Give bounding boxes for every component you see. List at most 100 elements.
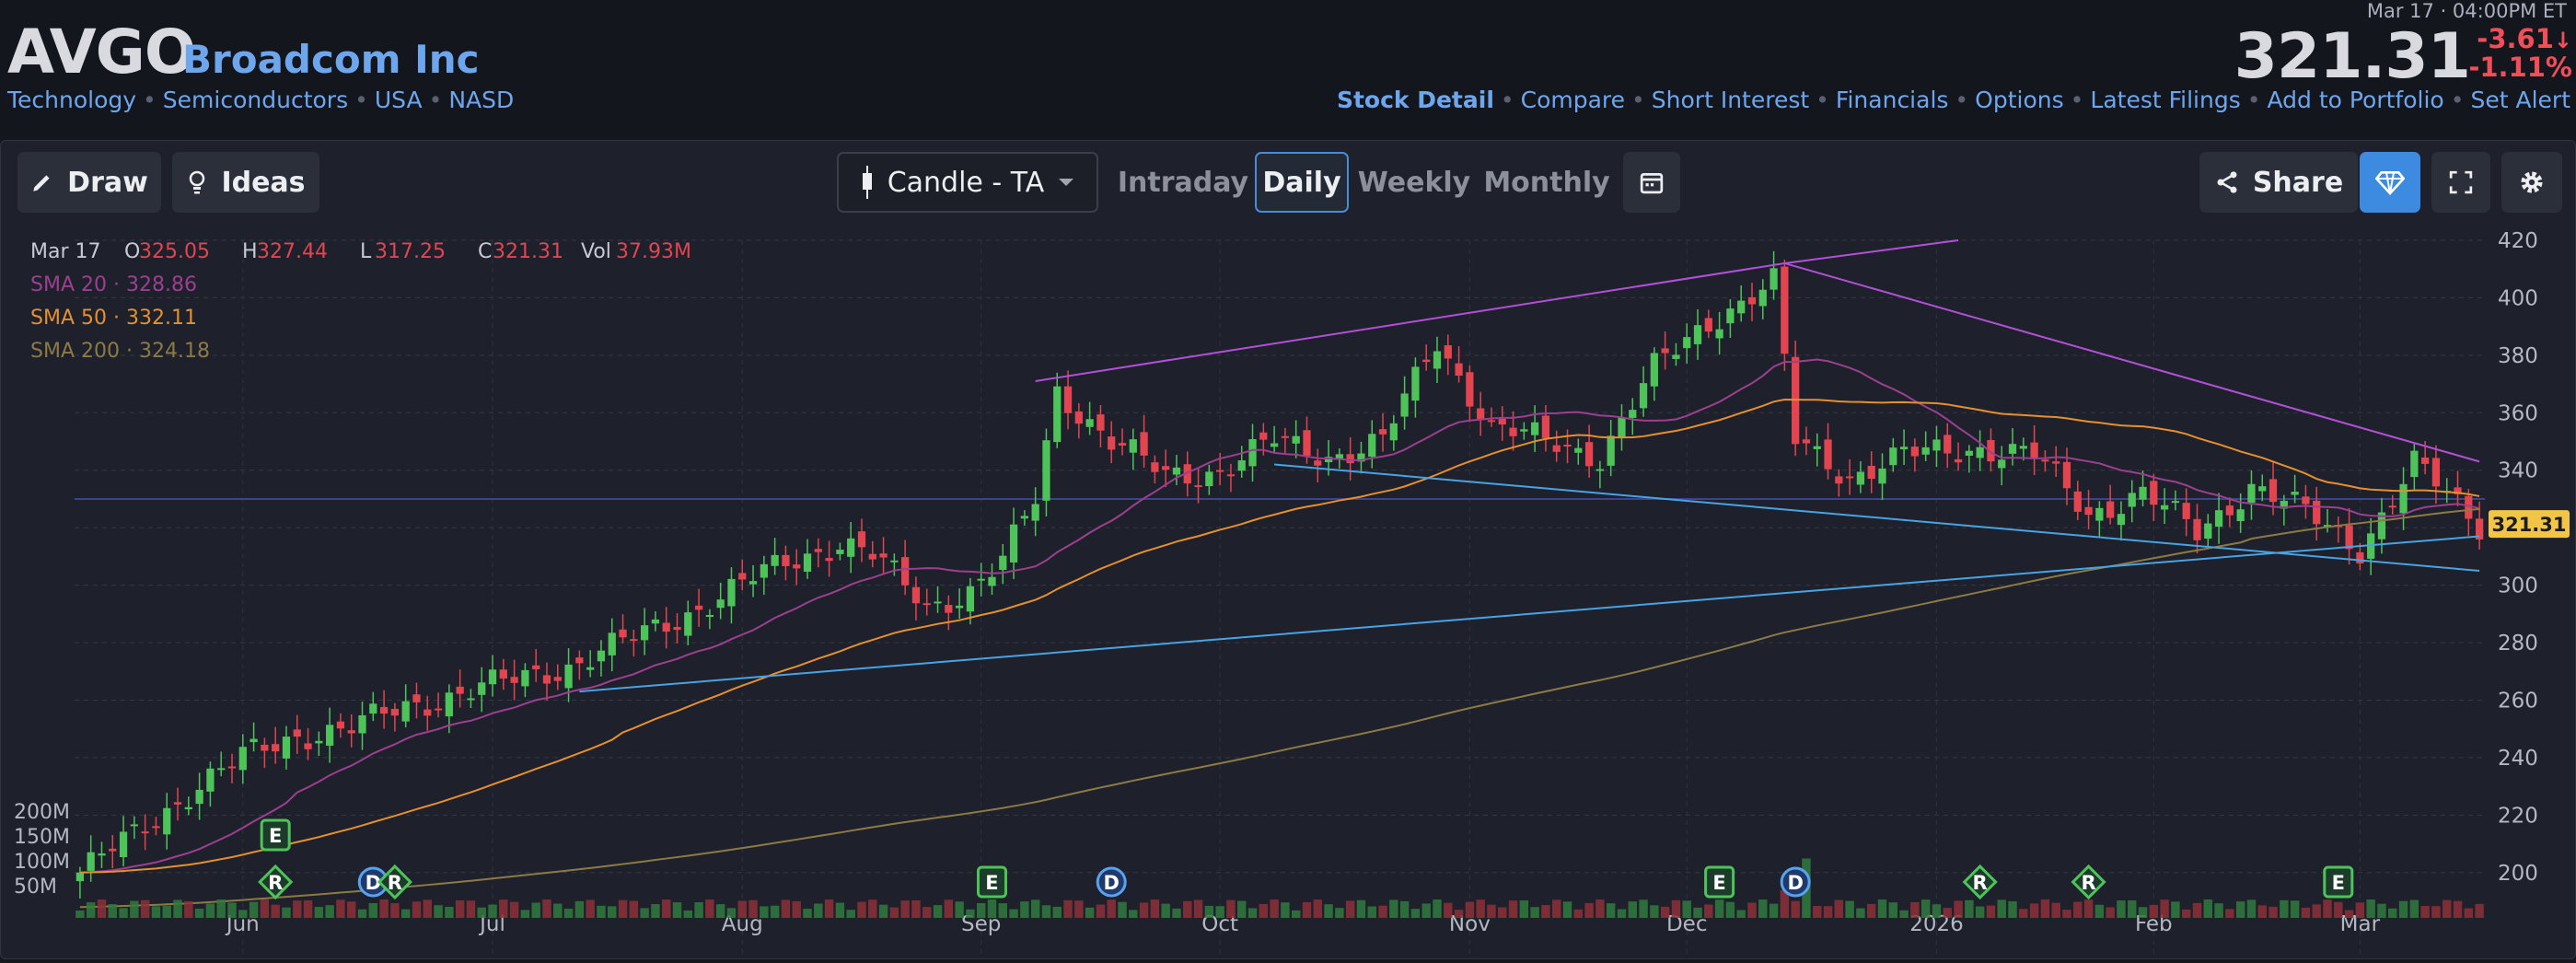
candle-body	[184, 806, 192, 810]
timeframe-monthly[interactable]: Monthly	[1483, 166, 1610, 199]
price-chart[interactable]: 200220240260280300320340360380400420JunJ…	[1, 141, 2575, 958]
draw-button[interactable]: Draw	[17, 152, 161, 213]
nav-compare[interactable]: Compare	[1520, 87, 1626, 113]
nav-set-alert[interactable]: Set Alert	[2470, 87, 2570, 113]
volume-bar	[1193, 899, 1203, 918]
nav-stock-detail[interactable]: Stock Detail	[1336, 87, 1494, 113]
candle-body	[445, 692, 453, 717]
timeframe-intraday[interactable]: Intraday	[1117, 166, 1249, 199]
event-marker-label: E	[2332, 872, 2345, 894]
volume-bar	[814, 903, 823, 918]
volume-bar	[2128, 899, 2137, 918]
candle-body	[510, 677, 518, 683]
tag-exchange[interactable]: NASD	[448, 87, 515, 113]
volume-bar	[770, 905, 780, 918]
event-marker: D	[1780, 866, 1811, 898]
volume-bar	[140, 899, 150, 918]
chart-type-select[interactable]: Candle - TA	[837, 152, 1098, 213]
rating-marker	[2071, 864, 2106, 900]
volume-bar	[1367, 906, 1376, 918]
volume-bar	[2083, 899, 2094, 918]
volume-bar	[1291, 910, 1301, 918]
volume-bar	[1573, 909, 1584, 918]
volume-bar	[1725, 901, 1735, 918]
date-range-button[interactable]	[1623, 152, 1680, 213]
volume-bar	[173, 899, 182, 918]
volume-bar	[2181, 909, 2191, 918]
nav-latest-filings[interactable]: Latest Filings	[2090, 87, 2241, 113]
volume-bar	[2269, 906, 2278, 918]
candle-body	[2193, 518, 2201, 540]
candle-body	[1552, 445, 1561, 452]
volume-bar	[336, 899, 345, 918]
candle-body	[2052, 461, 2060, 464]
candle-body	[673, 626, 681, 631]
candle-body	[304, 743, 312, 749]
ideas-button[interactable]: Ideas	[172, 152, 319, 213]
volume-bar	[1714, 899, 1724, 918]
settings-button[interactable]	[2501, 152, 2562, 213]
trendline-extension	[1784, 239, 1959, 264]
fullscreen-button[interactable]	[2431, 152, 2490, 213]
nav-options[interactable]: Options	[1975, 87, 2064, 113]
volume-bar	[1562, 901, 1572, 918]
tag-industry[interactable]: Semiconductors	[162, 87, 349, 113]
candle-body	[401, 701, 410, 722]
volume-bar	[2149, 905, 2159, 918]
volume-bar	[325, 905, 334, 918]
nav-financials[interactable]: Financials	[1835, 87, 1949, 113]
share-button[interactable]: Share	[2199, 152, 2358, 213]
tag-country[interactable]: USA	[374, 87, 423, 113]
candle-body	[630, 639, 638, 642]
legend-volume-value: 37.93M	[616, 240, 691, 263]
candle-body	[2313, 500, 2321, 525]
event-marker: R	[2071, 864, 2106, 900]
event-marker: E	[2323, 865, 2354, 899]
nav-separator: •	[2450, 87, 2465, 113]
legend-open-key: O	[124, 240, 140, 263]
candle-body	[662, 622, 670, 632]
candle-body	[369, 703, 377, 714]
change-value: -3.61	[2477, 23, 2554, 54]
candle-icon	[863, 166, 872, 199]
legend-open-value: 325.05	[139, 240, 210, 263]
company-name[interactable]: Broadcom Inc	[182, 37, 480, 82]
timeframe-weekly[interactable]: Weekly	[1357, 166, 1471, 199]
volume-bar	[694, 902, 703, 918]
candle-body	[694, 605, 703, 610]
candle-body	[1509, 427, 1517, 436]
candle-body	[1944, 435, 1952, 454]
volume-bar	[1899, 910, 1909, 918]
candle-body	[1726, 308, 1735, 324]
volume-bar	[1736, 910, 1746, 918]
nav-add-to-portfolio[interactable]: Add to Portfolio	[2267, 87, 2444, 113]
nav-short-interest[interactable]: Short Interest	[1651, 87, 1810, 113]
candle-body	[608, 632, 616, 656]
event-marker-label: R	[388, 872, 402, 894]
candle-body	[141, 831, 149, 834]
volume-bar	[640, 908, 649, 918]
y-tick-label: 280	[2498, 632, 2538, 656]
tag-separator: •	[428, 87, 443, 113]
candle-body	[836, 550, 844, 554]
rating-marker	[377, 864, 412, 900]
volume-bar	[1856, 908, 1865, 918]
candle-body	[217, 768, 226, 771]
tag-sector[interactable]: Technology	[7, 87, 137, 113]
premium-button[interactable]	[2360, 152, 2420, 213]
event-marker: E	[260, 818, 291, 852]
timeframe-daily[interactable]: Daily	[1255, 152, 1349, 213]
volume-bar	[1932, 904, 1942, 918]
volume-bar	[2040, 899, 2050, 918]
candle-body	[358, 714, 366, 734]
volume-bar	[1302, 901, 1312, 918]
volume-bar	[1747, 902, 1757, 918]
sma-20-line	[79, 358, 2480, 874]
draw-label: Draw	[67, 166, 148, 199]
event-marker: D	[1096, 866, 1127, 898]
candle-body	[1661, 348, 1669, 354]
fullscreen-icon	[2449, 170, 2473, 194]
volume-bar	[2312, 904, 2321, 918]
candle-body	[2236, 509, 2245, 522]
volume-axis-label: 50M	[14, 876, 57, 899]
